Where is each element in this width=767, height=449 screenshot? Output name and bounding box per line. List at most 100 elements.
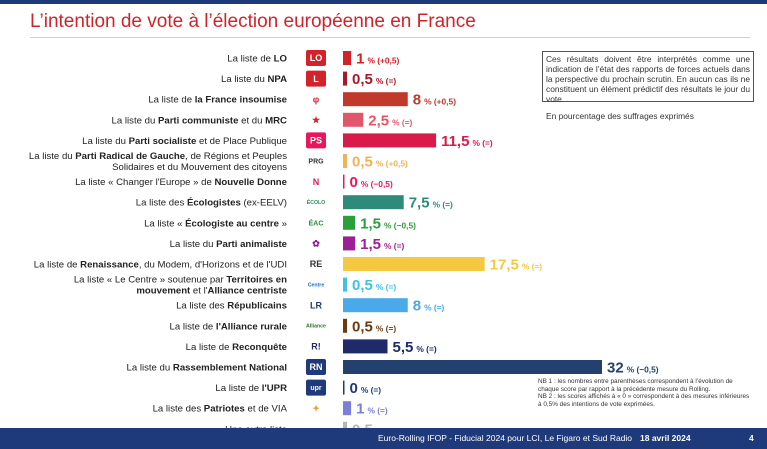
data-unit-change: % (+0,5) [376,159,408,169]
party-logo-text: Centre [308,282,325,288]
row-label-segment: LO [274,54,288,65]
row-label: La liste du Rassemblement National [126,363,287,374]
party-logo [306,50,326,66]
party-logo-text: upr [310,385,322,392]
data-label: 8% (=) [413,298,445,315]
chart-row: La liste du Rassemblement National RN 32% … [126,359,659,377]
row-label-segment: La liste du [126,363,172,374]
row-label-segment: La liste du [82,136,128,147]
row-label-segment: et du [238,115,265,126]
chart-row: La liste « Changer l'Europe » de Nouvell… [75,173,393,191]
data-unit-change: % (−0,5) [384,220,416,230]
row-label: Solidaires et du Mouvement des citoyens [112,162,287,173]
row-label-segment: Républicains [227,301,287,312]
row-label-segment: Parti communiste [158,115,239,126]
row-label: La liste de LO [227,54,287,65]
row-label-segment: Parti animaliste [216,239,287,250]
chart-bar [343,92,408,107]
party-logo [306,70,326,87]
party-logo [306,173,326,190]
chart-bar [343,133,437,148]
party-logo [306,132,326,149]
party-logo [306,359,326,375]
footer-date: 18 avril 2024 [640,433,691,443]
chart-row: La liste des Républicains LR 8% (=) [176,297,445,315]
chart-row: La liste de l'Alliance rurale Alliance 0,5… [170,317,396,335]
row-label-segment: (ex-EELV) [241,198,287,209]
chart-row: La liste du Parti communiste et du MRC ★ 2… [112,111,413,129]
chart-bar [343,401,352,416]
data-label: 17,5% (=) [490,257,543,274]
data-label: 1% (+0,5) [356,51,399,68]
chart-row: La liste « Écologiste au centre » ÉAC 1,5%… [144,214,416,232]
party-logo-text: LR [310,300,322,310]
chart-bar [343,339,388,354]
party-logo [306,153,326,169]
chart-bar [343,154,348,168]
chart-bar [343,174,345,189]
row-label-segment: La liste de [170,321,216,332]
party-logo [306,194,326,211]
row-label-segment: Reconquête [232,342,287,353]
data-value: 0 [350,380,358,397]
row-label-segment: La liste du [221,74,267,85]
chart-bar [343,298,408,313]
chart-row: La liste de LO LO 1% (+0,5) [227,50,400,68]
party-logo-text: ★ [312,115,321,125]
data-unit-change: % (=) [472,138,492,148]
data-label: 32% (−0,5) [607,360,659,377]
party-logo-text: RE [310,259,323,269]
data-value: 17,5 [490,257,519,274]
chart-bar [343,236,356,251]
party-logo-text: PRG [308,159,324,166]
row-label-segment: La liste de [186,342,232,353]
data-label: 2,5% (=) [368,112,412,129]
data-value: 5,5 [393,339,414,356]
party-logo-text: φ [313,94,320,104]
data-label: 7,5% (=) [409,195,453,212]
chart-row: La liste de Renaissance, du Modem, d'Hor… [34,256,543,274]
chart-row: La liste de la France insoumise φ 8% (+0,5… [148,91,456,109]
data-unit-change: % (=) [522,262,542,272]
data-value: 8 [413,298,421,315]
party-logo-text: R! [311,342,321,352]
footnote-1: NB 1 : les nombres entre parenthèses cor… [538,378,733,393]
row-label-segment: et de Place Publique [196,136,287,147]
chart-row: La liste du Parti Radical de Gauche, de … [29,151,408,173]
row-label-segment: La liste des [176,301,227,312]
row-label-segment: , de Régions et Peuples [185,151,287,162]
footer-background [0,428,767,449]
data-unit-change: % (=) [367,406,387,416]
data-label: 0% (−0,5) [350,174,393,191]
row-label-segment: La liste de [34,260,80,271]
party-logo-text: PS [310,136,322,146]
data-value: 1,5 [360,236,381,253]
row-label: mouvement et l'Alliance centriste [136,286,287,297]
row-label-segment: Solidaires et du Mouvement des citoyens [112,162,287,173]
row-label-segment: mouvement [136,286,191,297]
chart-row: La liste de l'UPR upr 0% (=) [215,379,381,397]
data-value: 11,5 [441,133,469,150]
chart-bar [343,257,485,271]
disclaimer-box: Ces résultats doivent être interprétés c… [542,51,754,104]
party-logo [306,400,326,417]
party-logo-text: ÉCOLO [307,198,325,206]
chart-row: La liste du NPA L 0,5% (=) [221,70,396,88]
data-value: 8 [413,92,421,109]
chart-row: La liste des Écologistes (ex-EELV) ÉCOLO 7… [136,194,453,212]
data-unit-change: % (=) [361,385,381,395]
row-label-segment: La liste du [170,239,216,250]
data-value: 1,5 [360,215,381,232]
title-divider [30,37,750,38]
party-logo-text: ✦ [312,403,320,413]
chart-bar [343,71,348,86]
party-logo [306,276,326,293]
row-label: La liste « Changer l'Europe » de Nouvell… [75,177,287,188]
party-logo-text: N [313,177,320,187]
data-unit-change: % (=) [392,117,412,127]
row-label-segment: , du Modem, d'Horizons et de l'UDI [139,260,287,271]
party-logo-text: RN [310,362,323,372]
row-label-segment: l'Alliance rurale [216,321,287,332]
row-label-segment: » [279,218,287,229]
row-label: La liste « Écologiste au centre » [144,217,287,229]
